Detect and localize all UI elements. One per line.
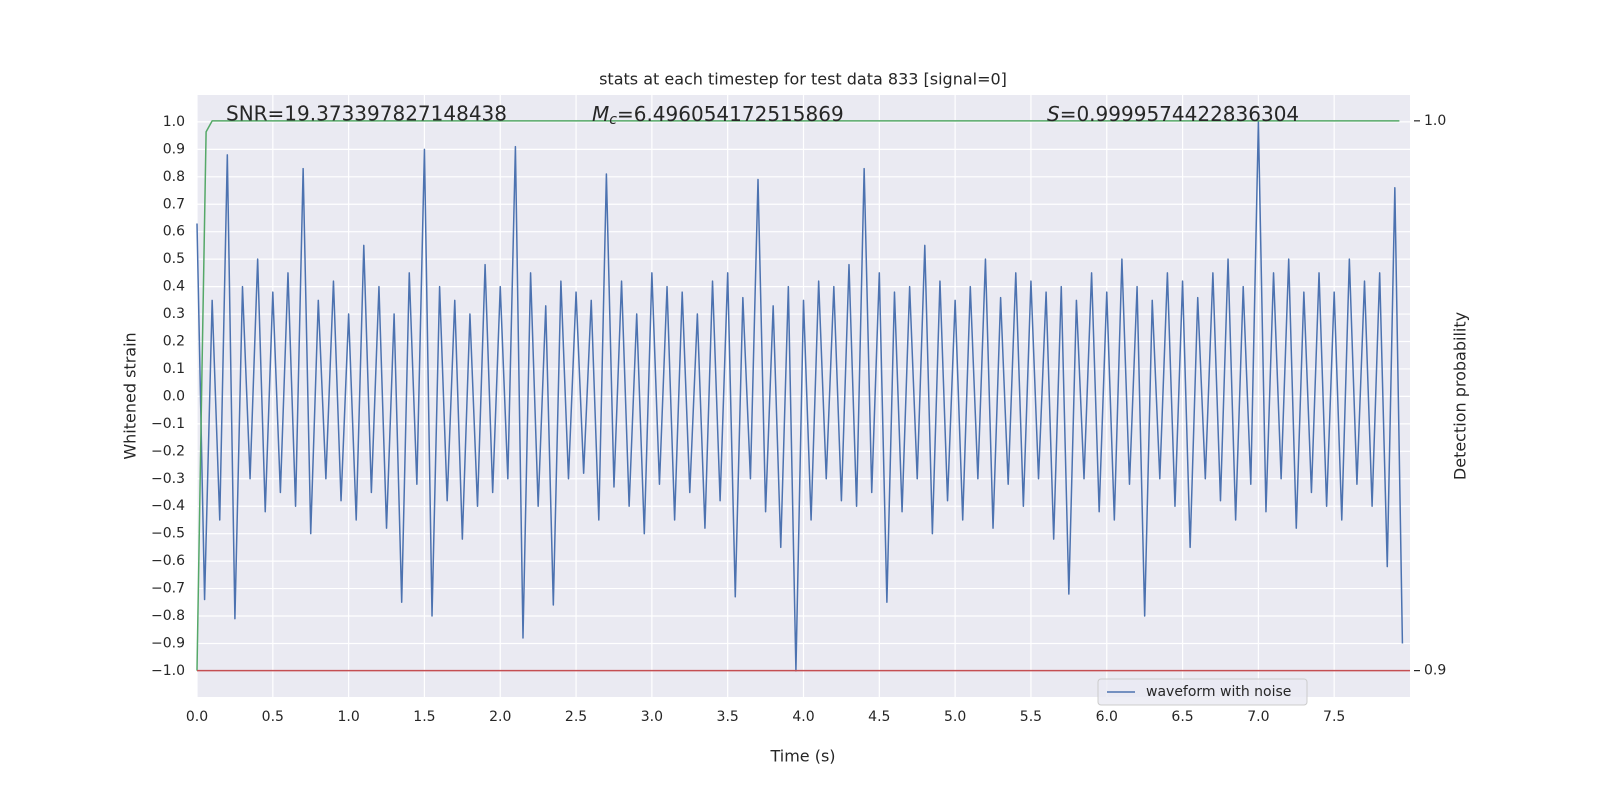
line-series <box>196 121 1404 672</box>
x-tick-label: 4.5 <box>868 709 890 725</box>
y-tick-label: −0.4 <box>151 498 185 514</box>
annotation: SNR=19.373397827148438 <box>226 102 507 126</box>
y-tick-label: −0.9 <box>151 635 185 651</box>
annotation: Mc=6.496054172515869 <box>592 102 844 129</box>
y-tick-label: 0.9 <box>163 141 185 157</box>
x-tick-label: 3.5 <box>717 709 739 725</box>
x-tick-label: 6.0 <box>1096 709 1118 725</box>
x-axis-label: Time (s) <box>769 747 835 766</box>
x-tick-label: 4.0 <box>792 709 814 725</box>
x-tick-label: 5.0 <box>944 709 966 725</box>
y-tick-label: −0.6 <box>151 553 185 569</box>
annotation-symbol: M <box>592 102 609 126</box>
annotation-value: =0.9999574422836304 <box>1060 102 1299 126</box>
y-tick-label: 0.1 <box>163 361 185 377</box>
y2-axis-label: Detection probability <box>1451 312 1470 480</box>
y-tick-label: 0.6 <box>163 224 185 240</box>
y-tick-label: −0.8 <box>151 608 185 624</box>
legend-label: waveform with noise <box>1146 684 1291 700</box>
y-tick-label: −0.5 <box>151 526 185 542</box>
x-tick-label: 7.0 <box>1247 709 1269 725</box>
annotation: S=0.9999574422836304 <box>1047 102 1299 126</box>
y-tick-label: −0.1 <box>151 416 185 432</box>
x-tick-label: 1.0 <box>337 709 359 725</box>
y-tick-label: −0.2 <box>151 443 185 459</box>
x-tick-label: 1.5 <box>413 709 435 725</box>
y-tick-label: −0.3 <box>151 471 185 487</box>
legend: waveform with noise <box>1097 678 1308 706</box>
y-tick-label: 0.0 <box>163 388 185 404</box>
x-tick-label: 2.5 <box>565 709 587 725</box>
annotation-subscript: c <box>609 112 617 128</box>
y-tick-label: 0.8 <box>163 169 185 185</box>
x-tick-label: 0.0 <box>186 709 208 725</box>
x-tick-label: 2.0 <box>489 709 511 725</box>
y-tick-label: 0.5 <box>163 251 185 267</box>
y-tick-label: 1.0 <box>163 114 185 130</box>
y-tick-label: 0.4 <box>163 279 185 295</box>
y-tick-label: 0.3 <box>163 306 185 322</box>
legend-box <box>1097 678 1308 706</box>
chart-title: stats at each timestep for test data 833… <box>599 70 1007 89</box>
y-tick-label: −0.7 <box>151 581 185 597</box>
y2-tick-label: 1.0 <box>1424 113 1446 129</box>
x-tick-label: 0.5 <box>262 709 284 725</box>
x-tick-label: 7.5 <box>1323 709 1345 725</box>
y-tick-label: 0.2 <box>163 334 185 350</box>
x-tick-label: 6.5 <box>1171 709 1193 725</box>
y-tick-label: 0.7 <box>163 196 185 212</box>
annotation-value: =6.496054172515869 <box>617 102 844 126</box>
annotation-symbol: S <box>1047 102 1060 126</box>
y-axis-label: Whitened strain <box>121 332 140 459</box>
y2-tick-label: 0.9 <box>1424 663 1446 679</box>
line-series <box>196 120 1400 671</box>
x-tick-label: 3.0 <box>641 709 663 725</box>
x-tick-label: 5.5 <box>1020 709 1042 725</box>
y-tick-label: −1.0 <box>151 663 185 679</box>
